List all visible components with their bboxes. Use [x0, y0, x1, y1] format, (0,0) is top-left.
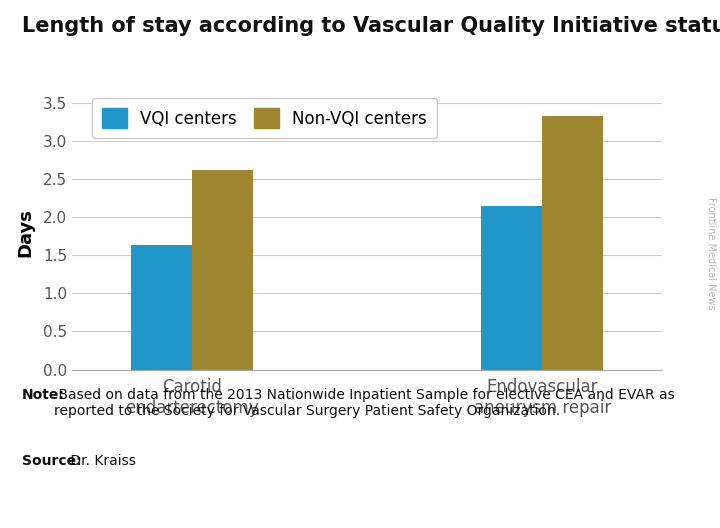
- Bar: [192, 170, 253, 370]
- Text: Dr. Kraiss: Dr. Kraiss: [66, 454, 136, 468]
- Bar: [131, 246, 192, 370]
- Legend: VQI centers, Non-VQI centers: VQI centers, Non-VQI centers: [92, 98, 437, 138]
- Bar: [481, 206, 542, 370]
- Text: Frontline Medical News: Frontline Medical News: [706, 197, 716, 310]
- Text: Note:: Note:: [22, 388, 65, 402]
- Text: Source:: Source:: [22, 454, 81, 468]
- Bar: [542, 116, 603, 370]
- Text: Based on data from the 2013 Nationwide Inpatient Sample for elective CEA and EVA: Based on data from the 2013 Nationwide I…: [54, 388, 675, 418]
- Y-axis label: Days: Days: [17, 208, 35, 257]
- Text: Length of stay according to Vascular Quality Initiative status: Length of stay according to Vascular Qua…: [22, 16, 720, 36]
